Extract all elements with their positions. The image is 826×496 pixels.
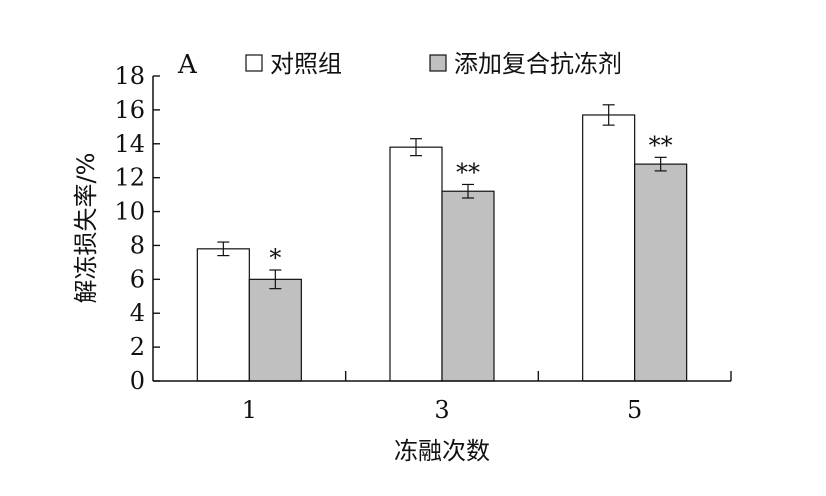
bar-control xyxy=(389,146,443,382)
plot-area: 0 2 4 6 8 10 12 14 16 18 * 1 ** 3 ** 5 xyxy=(114,62,732,424)
legend-swatch-control xyxy=(245,54,263,72)
y-tick-label: 6 xyxy=(130,265,145,293)
significance-marker: ** xyxy=(649,131,673,159)
x-tick-label: 1 xyxy=(242,396,257,424)
legend-label-antifreeze: 添加复合抗冻剂 xyxy=(454,50,622,78)
legend-label-control: 对照组 xyxy=(270,50,342,78)
bar-antifreeze xyxy=(248,278,302,382)
y-tick-label: 18 xyxy=(114,62,145,90)
y-tick-label: 14 xyxy=(114,130,145,158)
significance-marker: * xyxy=(269,244,281,272)
panel-label: A xyxy=(177,50,198,80)
legend-swatch-antifreeze xyxy=(429,54,447,72)
legend: 对照组 添加复合抗冻剂 xyxy=(245,50,622,78)
y-tick-label: 4 xyxy=(130,299,145,327)
x-tick-label: 5 xyxy=(627,396,642,424)
bar-control xyxy=(196,248,250,382)
significance-marker: ** xyxy=(456,158,480,186)
x-axis-title: 冻融次数 xyxy=(394,437,490,465)
bar-antifreeze xyxy=(634,163,688,382)
bar-antifreeze xyxy=(441,190,495,382)
y-tick-label: 8 xyxy=(130,231,145,259)
y-tick-label: 12 xyxy=(114,164,145,192)
y-tick-label: 16 xyxy=(114,96,145,124)
y-tick-label: 0 xyxy=(130,367,145,395)
bar-control xyxy=(582,114,636,382)
y-tick-label: 10 xyxy=(114,198,145,226)
y-axis-title: 解冻损失率/% xyxy=(72,153,100,304)
x-tick-label: 3 xyxy=(434,396,449,424)
y-tick-label: 2 xyxy=(130,333,145,361)
